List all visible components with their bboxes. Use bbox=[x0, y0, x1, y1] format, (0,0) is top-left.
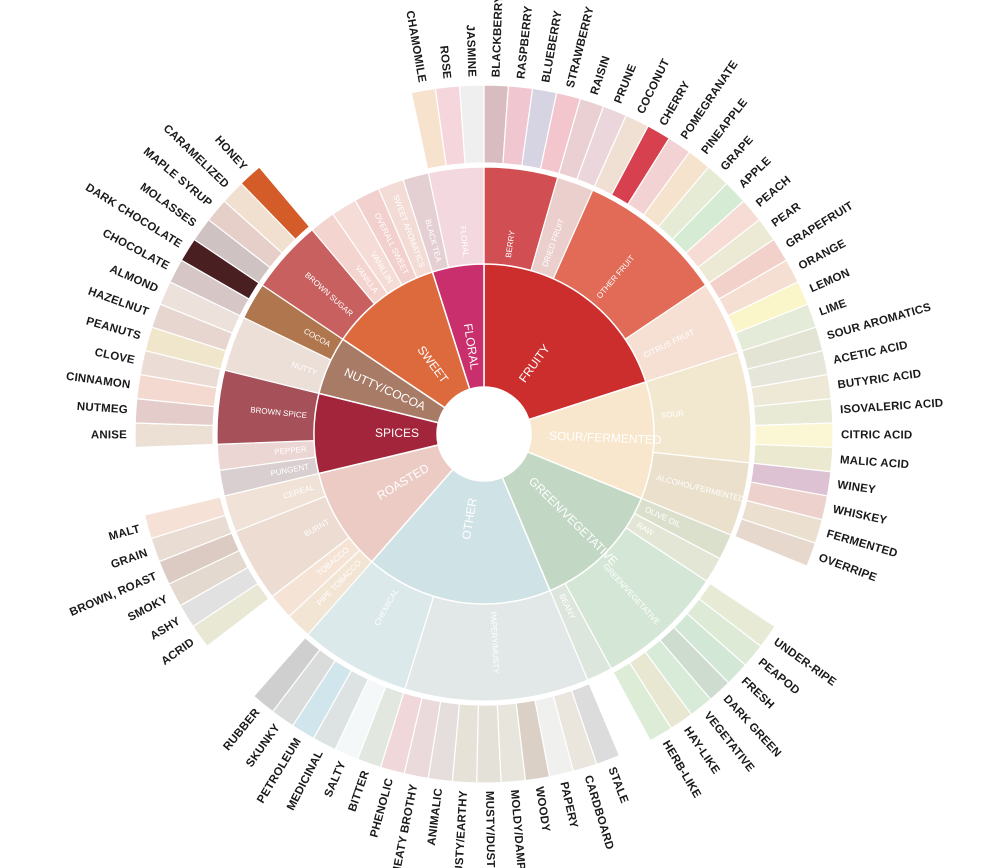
descriptor-label-caramelized: CARAMELIZED bbox=[161, 123, 231, 191]
descriptor-segment-overripe[interactable] bbox=[734, 518, 817, 567]
category-label-sour-fermented: SOUR/FERMENTED bbox=[549, 429, 662, 447]
descriptor-label-whiskey: WHISKEY bbox=[832, 504, 888, 527]
descriptor-label-musty-dusty: MUSTY/DUSTY bbox=[483, 791, 496, 868]
descriptor-label-almond: ALMOND bbox=[108, 263, 160, 295]
subcategory-label-sour: SOUR bbox=[661, 409, 685, 420]
descriptor-segment-jasmine[interactable] bbox=[458, 84, 485, 165]
descriptor-label-jasmine: JASMINE bbox=[464, 25, 478, 78]
descriptor-label-grain: GRAIN bbox=[109, 547, 149, 571]
descriptor-segment-citric-acid[interactable] bbox=[754, 422, 834, 449]
descriptor-label-isovaleric-acid: ISOVALERIC ACID bbox=[840, 397, 944, 416]
descriptor-label-papery: PAPERY bbox=[557, 781, 579, 830]
descriptor-label-phenolic: PHENOLIC bbox=[368, 777, 396, 839]
descriptor-label-lime: LIME bbox=[818, 298, 849, 319]
subcategory-label-berry: BERRY bbox=[504, 229, 517, 258]
subcategory-label-pepper: PEPPER bbox=[274, 445, 307, 457]
descriptor-label-acetic-acid: ACETIC ACID bbox=[832, 339, 909, 366]
descriptor-label-peach: PEACH bbox=[754, 174, 793, 210]
descriptor-label-grape: GRAPE bbox=[719, 134, 756, 173]
category-label-other: OTHER bbox=[459, 497, 480, 541]
descriptor-label-nutmeg: NUTMEG bbox=[76, 401, 128, 416]
descriptor-segment-malt[interactable] bbox=[143, 496, 227, 540]
descriptor-label-ashy: ASHY bbox=[148, 615, 182, 642]
descriptor-label-honey: HONEY bbox=[212, 134, 249, 173]
descriptor-label-pomegranate: POMEGRANATE bbox=[679, 59, 741, 142]
descriptor-label-malic-acid: MALIC ACID bbox=[840, 454, 910, 471]
descriptor-label-citric-acid: CITRIC ACID bbox=[841, 429, 912, 441]
descriptor-label-pear: PEAR bbox=[770, 200, 804, 229]
descriptor-label-acrid: ACRID bbox=[159, 636, 196, 667]
descriptor-label-smoky: SMOKY bbox=[126, 593, 170, 624]
descriptor-label-winey: WINEY bbox=[836, 479, 876, 496]
descriptor-label-musty-earthy: MUSTY/EARTHY bbox=[453, 790, 470, 868]
descriptor-label-meaty-brothy: MEATY BROTHY bbox=[390, 783, 420, 868]
descriptor-label-woody: WOODY bbox=[533, 786, 552, 833]
descriptor-label-rose: ROSE bbox=[437, 45, 452, 80]
descriptor-label-raspberry: RASPBERRY bbox=[515, 5, 535, 80]
descriptor-label-cardboard: CARDBOARD bbox=[582, 774, 616, 851]
descriptor-label-stale: STALE bbox=[605, 766, 630, 806]
descriptor-label-cinnamon: CINNAMON bbox=[65, 371, 131, 392]
descriptor-segment-anise[interactable] bbox=[134, 422, 214, 449]
descriptor-label-butyric-acid: BUTYRIC ACID bbox=[837, 368, 922, 391]
descriptor-label-hazelnut: HAZELNUT bbox=[86, 286, 150, 319]
subcategory-label-papery-musty: PAPERY/MUSTY bbox=[489, 612, 501, 675]
descriptor-label-blackberry: BLACKBERRY bbox=[491, 0, 506, 77]
descriptor-label-raisin: RAISIN bbox=[589, 54, 613, 96]
ring-categories bbox=[313, 263, 655, 605]
descriptor-label-blueberry: BLUEBERRY bbox=[540, 9, 565, 83]
descriptor-label-peanuts: PEANUTS bbox=[85, 315, 143, 342]
descriptor-label-fresh: FRESH bbox=[739, 675, 776, 711]
descriptor-label-anise: ANISE bbox=[91, 429, 127, 441]
descriptor-label-chamomile: CHAMOMILE bbox=[403, 10, 427, 84]
descriptor-segment-rubber[interactable] bbox=[252, 636, 321, 713]
center-hole bbox=[437, 387, 531, 481]
descriptor-label-salty: SALTY bbox=[323, 760, 349, 800]
descriptor-label-animalic: ANIMALIC bbox=[426, 787, 445, 846]
category-label-spices: SPICES bbox=[375, 426, 419, 440]
descriptor-label-clove: CLOVE bbox=[94, 347, 136, 367]
descriptor-label-strawberry: STRAWBERRY bbox=[565, 5, 597, 89]
descriptor-label-bitter: BITTER bbox=[347, 769, 373, 814]
descriptor-label-overripe: OVERRIPE bbox=[817, 552, 879, 584]
descriptor-segment-herb-like[interactable] bbox=[612, 661, 673, 742]
subcategory-label-floral: FLORAL bbox=[458, 226, 470, 258]
descriptor-label-orange: ORANGE bbox=[797, 238, 848, 273]
descriptor-label-lemon: LEMON bbox=[808, 267, 852, 295]
descriptor-label-prune: PRUNE bbox=[612, 63, 639, 106]
ring-descriptors bbox=[134, 84, 834, 784]
descriptor-label-apple: APPLE bbox=[737, 155, 774, 191]
descriptor-segment-musty-dusty[interactable] bbox=[476, 704, 502, 784]
descriptor-label-moldy-damp: MOLDY/DAMP bbox=[508, 789, 527, 868]
descriptor-label-dark-chocolate: DARK CHOCOLATE bbox=[83, 182, 184, 251]
descriptor-label-malt: MALT bbox=[108, 523, 142, 543]
descriptor-label-fermented: FERMENTED bbox=[825, 528, 899, 560]
descriptor-segment-honey[interactable] bbox=[240, 166, 311, 241]
